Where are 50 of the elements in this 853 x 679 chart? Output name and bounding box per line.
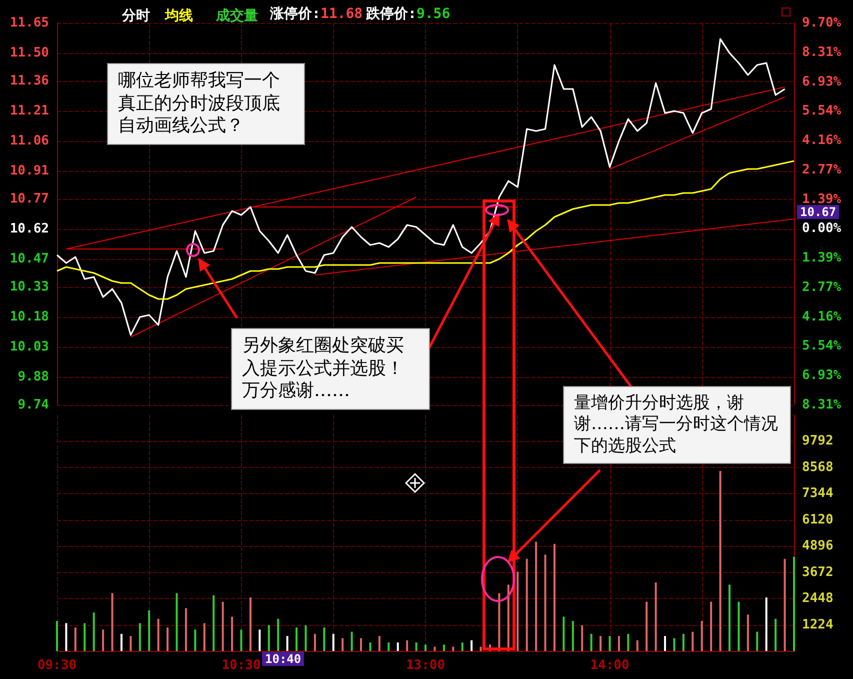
y-tick-label: 4896 bbox=[802, 538, 834, 554]
y2-tick-label: 6.93% bbox=[802, 74, 842, 90]
y2-tick-label: 8.31% bbox=[802, 44, 842, 60]
y-tick-label: 6120 bbox=[802, 512, 834, 528]
x-tick-label: 10:30 bbox=[222, 658, 261, 673]
y-tick-label: 11.21 bbox=[10, 104, 50, 118]
y-tick-label: 10.33 bbox=[10, 280, 49, 294]
y-tick-label: 10.47 bbox=[10, 252, 49, 266]
text: 10:40 bbox=[262, 652, 304, 666]
y-tick-label: 10.77 bbox=[10, 192, 49, 206]
y-tick-label: 11.65 bbox=[10, 16, 49, 30]
y-tick-label: 10.62 bbox=[10, 222, 49, 236]
y-tick-label: 2448 bbox=[802, 591, 834, 606]
y-tick-label: 3672 bbox=[802, 564, 834, 580]
y-tick-label: 9.88 bbox=[18, 370, 50, 384]
y2-tick-label: 1.39% bbox=[802, 192, 842, 207]
y-tick-label: 8568 bbox=[802, 460, 834, 475]
y2-tick-label: 5.54% bbox=[802, 338, 842, 354]
y-tick-label: 11.36 bbox=[10, 74, 50, 88]
text: 成交量 bbox=[215, 7, 258, 23]
text: 分时 bbox=[121, 7, 150, 23]
y2-tick-label: 4.16% bbox=[802, 133, 842, 148]
y-tick-label: 11.50 bbox=[10, 46, 50, 60]
y-tick-label: 10.18 bbox=[10, 310, 50, 324]
y-tick-label: 1224 bbox=[802, 617, 834, 632]
x-tick-label: 09:30 bbox=[37, 658, 77, 673]
annotation: 量增价升分时选股，谢谢……请写一分时这个情况下的选股公式 bbox=[563, 386, 791, 464]
annotation: 另外象红圈处突破买入提示公式并选股！万分感谢…… bbox=[231, 328, 430, 410]
text: 10.67 bbox=[797, 205, 840, 219]
x-tick-label: 14:00 bbox=[590, 658, 630, 673]
y-tick-label: 11.06 bbox=[10, 134, 50, 148]
y2-tick-label: 6.93% bbox=[802, 368, 842, 384]
text: 涨停价:11.68 bbox=[270, 6, 363, 22]
text: 跌停价:9.56 bbox=[366, 6, 450, 22]
y-tick-label: 7344 bbox=[802, 486, 834, 502]
y-tick-label: 9792 bbox=[802, 434, 834, 449]
annotation: 哪位老师帮我写一个真正的分时波段顶底自动画线公式？ bbox=[107, 63, 305, 144]
y2-tick-label: 9.70% bbox=[802, 16, 842, 30]
y2-tick-label: 0.00% bbox=[802, 221, 842, 236]
y2-tick-label: 5.54% bbox=[802, 104, 842, 119]
y-tick-label: 9.74 bbox=[18, 398, 50, 412]
y2-tick-label: 4.16% bbox=[802, 309, 842, 324]
y2-tick-label: 2.77% bbox=[802, 280, 842, 295]
y2-tick-label: 8.31% bbox=[802, 398, 842, 412]
y2-tick-label: 1.39% bbox=[802, 250, 842, 266]
y-tick-label: 10.91 bbox=[10, 164, 50, 178]
text: 均线 bbox=[164, 7, 193, 23]
x-tick-label: 13:00 bbox=[406, 658, 446, 673]
y-tick-label: 10.03 bbox=[10, 340, 49, 354]
y2-tick-label: 2.77% bbox=[802, 162, 842, 178]
